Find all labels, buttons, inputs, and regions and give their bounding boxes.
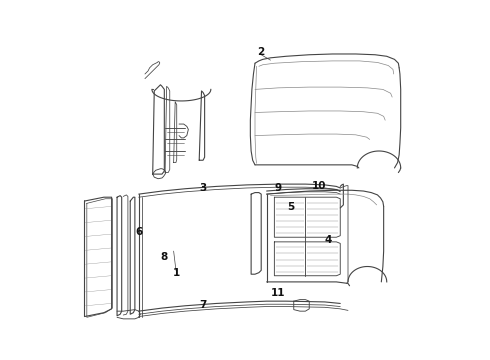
Text: 1: 1 [172, 267, 179, 278]
Text: 9: 9 [275, 183, 282, 193]
Text: 6: 6 [135, 227, 143, 237]
Text: 2: 2 [258, 48, 265, 58]
Text: 7: 7 [199, 300, 207, 310]
Text: 3: 3 [199, 183, 207, 193]
Text: 10: 10 [312, 181, 326, 192]
Text: 4: 4 [325, 235, 332, 244]
Text: 5: 5 [287, 202, 294, 212]
Text: 11: 11 [271, 288, 286, 298]
Text: 8: 8 [161, 252, 168, 262]
